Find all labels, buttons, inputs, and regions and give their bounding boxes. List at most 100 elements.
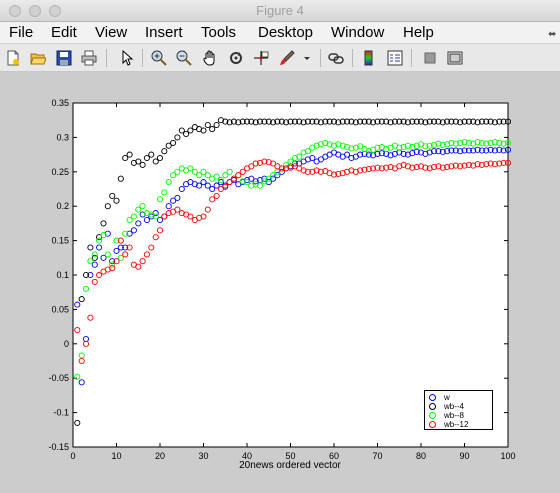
menu-window[interactable]: Window bbox=[331, 24, 385, 41]
data-point-wb-8 bbox=[252, 181, 259, 188]
data-point-wb-12 bbox=[474, 161, 481, 168]
data-point-wb-12 bbox=[135, 263, 142, 270]
legend-icon[interactable] bbox=[386, 49, 404, 67]
menu-file[interactable]: File bbox=[9, 24, 34, 41]
scatter-plot[interactable]: 0 10 20 30 40 50 60 70 80 90 100 -0.15 -0.1 -0.05 0 0.0… bbox=[0, 72, 560, 493]
y-tick-label: -0.05 bbox=[48, 373, 69, 383]
brush-icon[interactable] bbox=[278, 49, 296, 67]
rotate-icon[interactable] bbox=[227, 49, 245, 67]
data-point-wb-8 bbox=[174, 168, 181, 175]
x-tick-label: 90 bbox=[459, 451, 469, 461]
data-point-wb-8 bbox=[74, 373, 81, 380]
data-point-w bbox=[100, 254, 107, 261]
data-point-wb-12 bbox=[174, 206, 181, 213]
data-point-wb-12 bbox=[491, 161, 498, 168]
data-point-w bbox=[491, 147, 498, 154]
menu-tools[interactable]: Tools bbox=[201, 24, 237, 41]
data-point-w bbox=[444, 148, 451, 155]
data-cursor-icon[interactable] bbox=[252, 49, 270, 67]
data-point-w bbox=[274, 172, 281, 179]
data-point-wb-4 bbox=[326, 118, 333, 125]
data-point-wb-8 bbox=[357, 143, 364, 150]
data-point-wb-12 bbox=[383, 164, 390, 171]
zoom-out-icon[interactable] bbox=[175, 49, 193, 67]
save-icon[interactable] bbox=[55, 49, 73, 67]
x-tick-label: 100 bbox=[500, 451, 515, 461]
data-point-w bbox=[500, 147, 507, 154]
data-point-wb-8 bbox=[226, 168, 233, 175]
data-point-wb-8 bbox=[296, 153, 303, 160]
data-point-w bbox=[387, 152, 394, 159]
data-point-wb-8 bbox=[457, 139, 464, 146]
data-point-wb-8 bbox=[135, 206, 142, 213]
data-point-wb-12 bbox=[483, 161, 490, 168]
data-point-wb-12 bbox=[156, 227, 164, 234]
data-point-wb-12 bbox=[187, 213, 194, 220]
menu-view[interactable]: View bbox=[95, 24, 128, 41]
data-point-wb-12 bbox=[78, 357, 85, 365]
hide-plot-tools-icon[interactable] bbox=[421, 49, 439, 67]
toolbar-toggle-icon[interactable]: ⬌ bbox=[548, 29, 557, 40]
x-tick-label: 0 bbox=[70, 451, 75, 461]
x-tick-label: 80 bbox=[416, 451, 426, 461]
zoom-in-icon[interactable] bbox=[150, 49, 168, 67]
figure-canvas[interactable]: 0 10 20 30 40 50 60 70 80 90 100 -0.15 -0.1 -0.05 0 0.0… bbox=[0, 72, 560, 493]
data-point-wb-8 bbox=[339, 142, 346, 149]
data-point-wb-12 bbox=[283, 165, 290, 172]
data-point-wb-8 bbox=[113, 237, 120, 244]
data-point-wb-4 bbox=[448, 118, 455, 125]
data-point-wb-12 bbox=[387, 163, 394, 171]
colorbar-icon[interactable] bbox=[360, 49, 378, 67]
data-point-wb-4 bbox=[444, 118, 451, 125]
data-point-wb-4 bbox=[187, 127, 194, 134]
data-point-wb-12 bbox=[113, 258, 120, 265]
data-point-wb-4 bbox=[470, 118, 477, 125]
show-plot-tools-icon[interactable] bbox=[446, 49, 464, 67]
menu-desktop[interactable]: Desktop bbox=[258, 24, 314, 41]
data-point-wb-12 bbox=[370, 165, 377, 172]
data-point-wb-8 bbox=[200, 168, 207, 175]
data-point-wb-12 bbox=[478, 161, 485, 168]
close-window-button[interactable] bbox=[9, 5, 21, 17]
data-point-w bbox=[87, 271, 94, 279]
open-file-icon[interactable] bbox=[29, 49, 47, 67]
data-point-wb-4 bbox=[500, 118, 507, 125]
link-icon[interactable] bbox=[327, 49, 345, 67]
minimize-window-button[interactable] bbox=[29, 5, 41, 17]
pan-icon[interactable] bbox=[201, 49, 219, 67]
brush-menu-chevron-down-icon[interactable] bbox=[298, 49, 316, 67]
print-icon[interactable] bbox=[80, 49, 98, 67]
data-point-wb-12 bbox=[87, 314, 94, 321]
data-point-wb-4 bbox=[391, 118, 398, 125]
data-point-w bbox=[96, 244, 103, 251]
legend[interactable]: w wb--4 wb--8 wb--12 bbox=[424, 390, 493, 430]
data-point-w bbox=[487, 146, 494, 153]
data-point-wb-4 bbox=[291, 118, 298, 125]
data-point-wb-4 bbox=[139, 161, 146, 168]
x-tick-label: 10 bbox=[111, 451, 121, 461]
data-point-wb-8 bbox=[82, 285, 90, 292]
data-point-wb-4 bbox=[317, 119, 324, 126]
pointer-icon[interactable] bbox=[118, 49, 136, 67]
zoom-window-button[interactable] bbox=[49, 5, 61, 17]
menu-edit[interactable]: Edit bbox=[51, 24, 77, 41]
data-point-wb-4 bbox=[435, 118, 442, 125]
data-point-w bbox=[270, 175, 277, 182]
menu-help[interactable]: Help bbox=[403, 24, 434, 41]
data-point-wb-12 bbox=[396, 163, 403, 170]
data-point-w bbox=[374, 150, 381, 157]
data-point-wb-12 bbox=[230, 175, 237, 182]
data-point-wb-8 bbox=[265, 175, 272, 182]
data-point-wb-4 bbox=[239, 118, 246, 125]
data-point-wb-4 bbox=[413, 118, 420, 125]
data-point-wb-4 bbox=[322, 118, 329, 125]
menu-insert[interactable]: Insert bbox=[145, 24, 183, 41]
data-point-wb-8 bbox=[400, 143, 407, 151]
data-point-w bbox=[496, 146, 503, 153]
new-figure-icon[interactable] bbox=[4, 49, 22, 67]
data-point-wb-12 bbox=[304, 168, 311, 175]
data-point-w bbox=[265, 179, 272, 186]
data-point-w bbox=[317, 156, 324, 163]
data-point-wb-8 bbox=[396, 144, 403, 151]
data-point-wb-4 bbox=[183, 130, 190, 138]
